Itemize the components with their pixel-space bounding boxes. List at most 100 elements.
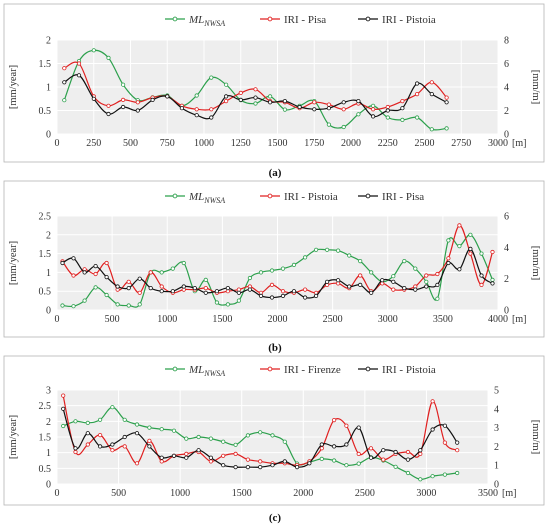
data-point [435,271,440,277]
data-point [370,107,376,112]
data-point [341,124,346,130]
x-axis-unit-label: [m] [512,138,526,149]
series-ml-nwsa [61,405,460,482]
data-point [181,260,186,266]
data-point [402,285,407,291]
series-iri-pistoia [60,223,495,295]
data-point [455,440,460,445]
data-point [247,287,252,292]
data-point [98,432,103,438]
x-tick-label: 1000 [194,138,214,149]
legend-marker [365,193,371,199]
data-point [106,111,111,117]
data-point [414,81,420,86]
data-point [490,281,495,286]
data-point [446,260,451,266]
y-left-axis-label: [mm/year] [8,65,19,109]
legend-entry: IRI - Pisa [358,191,424,203]
data-point [282,459,287,464]
data-point [73,419,78,424]
y-right-tick-label: 0 [494,480,499,491]
data-point [61,423,66,429]
data-point [135,108,140,113]
data-point [344,442,349,447]
x-tick-label: 0 [55,138,60,149]
data-point [297,104,302,110]
x-tick-label: 500 [105,314,120,325]
data-point [358,282,363,287]
data-point [159,459,164,464]
data-point [203,290,208,295]
data-point [385,104,390,110]
data-point [93,285,98,290]
data-point [104,260,109,266]
data-point [85,442,90,447]
data-point [430,474,435,479]
legend-label: IRI - Pisa [284,14,326,26]
data-point [331,458,337,463]
data-point [400,99,405,104]
data-point [444,95,449,100]
data-point [233,442,238,447]
data-point [442,440,447,445]
data-point [224,82,229,87]
data-point [324,247,330,252]
data-point [93,271,98,277]
y-left-tick-label: 0.5 [39,106,52,117]
data-point [208,436,213,441]
data-point [233,464,238,470]
x-tick-label: 3000 [416,488,436,499]
x-tick-label: 2000 [341,138,361,149]
data-point [455,448,460,453]
data-point [302,255,308,260]
data-point [196,434,201,440]
y-right-tick-label: 3 [494,423,499,434]
data-point [106,55,111,61]
data-point [91,96,96,101]
legend-marker [172,16,178,22]
data-point [71,304,76,309]
data-point [184,451,189,456]
data-point [225,285,230,291]
data-point [326,106,331,111]
data-point [110,442,115,447]
data-point [457,267,462,272]
legend-entry: MLNWSA [165,14,225,28]
y-left-tick-label: 2 [46,417,51,428]
data-point [221,463,226,468]
data-point [134,431,140,436]
data-point [313,293,319,298]
data-point [490,277,495,282]
data-point [381,457,386,462]
panel-1: 0 0.5 1 1.5 2 2.5 0 500 1000 1500 2000 2500 3000 3500… [3,180,545,338]
data-point [291,289,297,294]
x-tick-label: 2000 [268,314,288,325]
data-point [258,459,263,464]
y-left-tick-label: 2.5 [39,401,52,412]
data-point [331,444,337,449]
data-point [347,253,352,258]
data-point [62,98,67,103]
data-point [269,282,275,287]
x-tick-label: 3000 [488,138,508,149]
data-point [104,292,109,298]
data-point [435,296,440,301]
data-point [479,273,484,278]
y-right-tick-label: 0 [504,306,509,317]
legend-entry: IRI - Pistoia [260,191,338,203]
data-point [413,266,418,271]
data-point [380,278,385,283]
data-point [446,256,451,261]
data-point [121,97,126,103]
data-point [442,472,447,477]
data-point [468,251,473,256]
data-point [444,126,449,131]
data-point [429,92,434,97]
data-point [196,448,201,453]
data-point [258,430,263,435]
legend-marker [172,193,178,199]
data-point [61,406,66,411]
data-point [393,464,398,469]
data-point [307,461,312,466]
data-point [137,276,142,281]
